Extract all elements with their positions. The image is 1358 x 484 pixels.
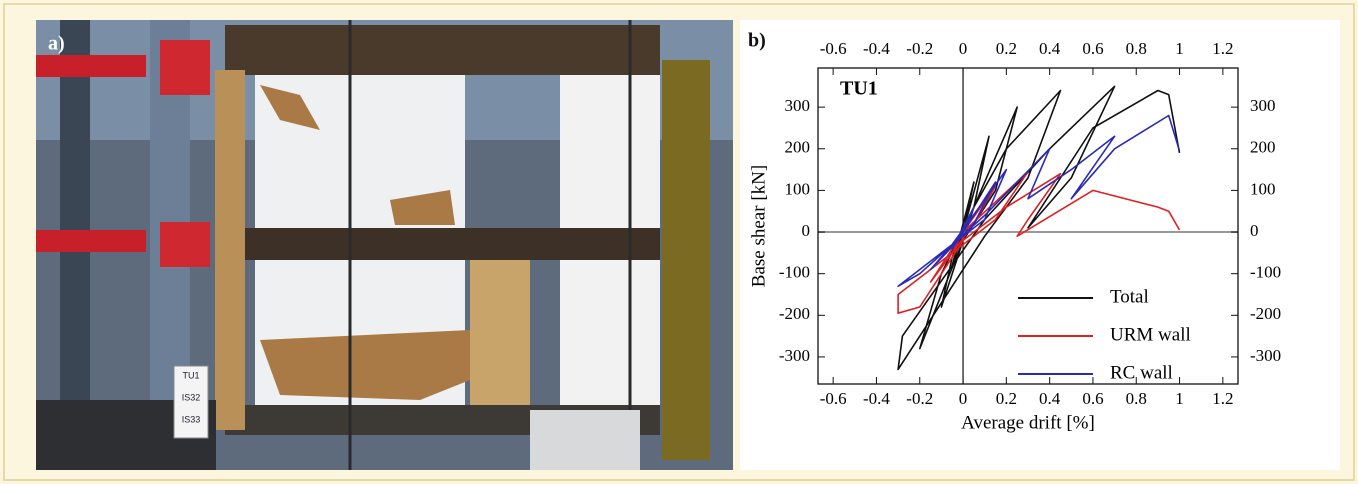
y-tick-label: 100 (1250, 179, 1276, 198)
x-axis-title: Average drift [%] (961, 412, 1095, 433)
y-tick-label: 300 (1250, 96, 1276, 115)
x-tick-label: 0.8 (1126, 389, 1147, 408)
annotation: TU1 (840, 78, 878, 100)
panel-label: a) (48, 33, 65, 55)
x-tick-label: 0.6 (1082, 389, 1103, 408)
y-tick-label: 200 (785, 138, 811, 157)
sign-text: IS32 (182, 392, 201, 402)
legend-label: URM wall (1110, 324, 1191, 345)
figure: TU1 IS32 IS33 a) b) -0.6 -0.6 -0.4 -0.4 -0.2… (0, 0, 1358, 484)
y-tick-label: 300 (785, 96, 811, 115)
y-tick-label: -100 (1250, 263, 1281, 282)
legend-label: Total (1110, 286, 1149, 307)
sign-text: IS33 (182, 414, 201, 424)
y-tick-label: -100 (779, 263, 810, 282)
x-tick-label: -0.6 (820, 389, 847, 408)
x-tick-label: 0.6 (1082, 39, 1103, 58)
figure-canvas: TU1 IS32 IS33 a) b) -0.6 -0.6 -0.4 -0.4 -0.2… (0, 0, 1358, 484)
x-tick-label: 1.2 (1212, 389, 1233, 408)
sign-text: TU1 (182, 370, 199, 380)
panel-label: b) (748, 30, 766, 52)
x-tick-label: 0.8 (1126, 39, 1147, 58)
y-axis-title: Base shear [kN] (748, 165, 769, 287)
x-tick-label: 0.2 (996, 389, 1017, 408)
x-tick-label: -0.4 (863, 389, 890, 408)
legend-label: RC wall (1110, 362, 1173, 383)
x-tick-label: 1 (1175, 39, 1184, 58)
y-tick-label: -200 (779, 304, 810, 323)
x-tick-label: -0.4 (863, 39, 890, 58)
x-tick-label: 1 (1175, 389, 1184, 408)
x-tick-label: 0.2 (996, 39, 1017, 58)
x-tick-label: -0.2 (906, 389, 933, 408)
x-tick-label: -0.2 (906, 39, 933, 58)
x-tick-label: 0.4 (1039, 389, 1061, 408)
x-tick-label: 0.4 (1039, 39, 1061, 58)
x-tick-label: -0.6 (820, 39, 847, 58)
x-tick-label: 0 (959, 39, 968, 58)
y-tick-label: -300 (779, 346, 810, 365)
y-tick-label: -300 (1250, 346, 1281, 365)
y-tick-label: 200 (1250, 138, 1276, 157)
x-tick-label: 0 (959, 389, 968, 408)
photo: TU1 IS32 IS33 a) (36, 20, 733, 470)
x-tick-label: 1.2 (1212, 39, 1233, 58)
y-tick-label: 0 (802, 221, 811, 240)
y-tick-label: -200 (1250, 304, 1281, 323)
y-tick-label: 100 (785, 179, 811, 198)
y-tick-label: 0 (1250, 221, 1259, 240)
